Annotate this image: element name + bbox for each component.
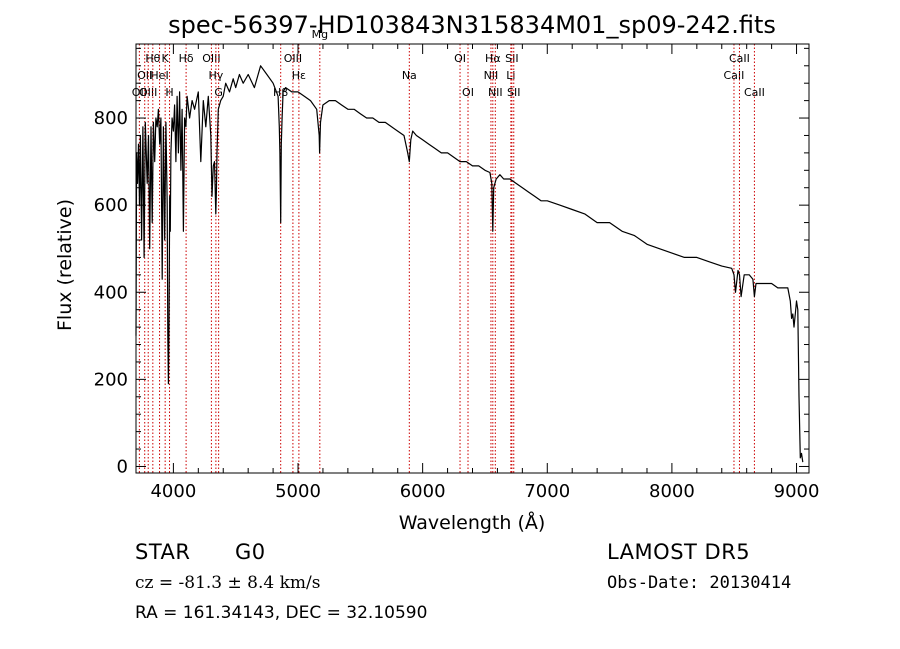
observation-date: Obs-Date: 20130414 (607, 573, 792, 593)
x-tick-label: 6000 (400, 481, 446, 502)
line-marker-label: CaII (744, 86, 765, 99)
line-marker-label: OI (454, 52, 466, 65)
line-marker-label: CaII (724, 69, 745, 82)
line-marker-label: Li (506, 69, 515, 82)
x-tick-label: 9000 (774, 481, 820, 502)
y-tick-label: 200 (94, 369, 128, 390)
line-marker-label: NII (488, 86, 503, 99)
line-marker-label: OIII (284, 52, 302, 65)
line-marker-label: Hε (292, 69, 306, 82)
x-axis-label: Wavelength (Å) (399, 511, 546, 534)
line-marker-label: OI (462, 86, 474, 99)
line-marker-label: Mg (312, 28, 328, 41)
line-marker-label: HeI (150, 69, 168, 82)
line-marker-label: Na (402, 69, 417, 82)
x-tick-label: 4000 (150, 481, 196, 502)
sky-coordinates: RA = 161.34143, DEC = 32.10590 (135, 603, 428, 623)
line-marker-label: K (162, 52, 170, 65)
line-marker-label: H (165, 86, 173, 99)
y-axis-label: Flux (relative) (54, 199, 76, 331)
redshift-velocity: cz = -81.3 ± 8.4 km/s (135, 573, 321, 593)
line-marker-label: NII (484, 69, 499, 82)
x-axis-ticks: 4000 5000 6000 7000 8000 9000 (150, 44, 819, 502)
spectral-subclass: G0 (235, 540, 266, 564)
line-marker-label: SII (505, 52, 518, 65)
y-tick-label: 0 (117, 456, 128, 477)
y-axis-ticks: 0 200 400 600 800 (94, 47, 809, 477)
survey-name: LAMOST DR5 (607, 540, 751, 564)
line-marker-label: Hγ (208, 69, 223, 82)
line-marker-label: OIII (202, 52, 220, 65)
object-class: STAR (135, 540, 191, 564)
line-marker-label: SII (507, 86, 520, 99)
line-marker-label: Hα (485, 52, 501, 65)
plot-frame (135, 43, 810, 474)
spectrum-line-0 (135, 65, 804, 463)
line-marker-label: Hδ (179, 52, 194, 65)
line-marker-label: G (214, 86, 223, 99)
x-tick-label: 8000 (649, 481, 695, 502)
line-marker-label: OIII (139, 86, 157, 99)
x-tick-label: 7000 (524, 481, 570, 502)
y-tick-label: 400 (94, 282, 128, 303)
spectrum-series (135, 65, 804, 463)
y-tick-label: 800 (94, 108, 128, 129)
chart-title: spec-56397-HD103843N315834M01_sp09-242.f… (168, 11, 776, 39)
line-marker-label: CaII (729, 52, 750, 65)
y-tick-label: 600 (94, 195, 128, 216)
x-tick-label: 5000 (275, 481, 321, 502)
line-marker-label: Hθ (145, 52, 160, 65)
